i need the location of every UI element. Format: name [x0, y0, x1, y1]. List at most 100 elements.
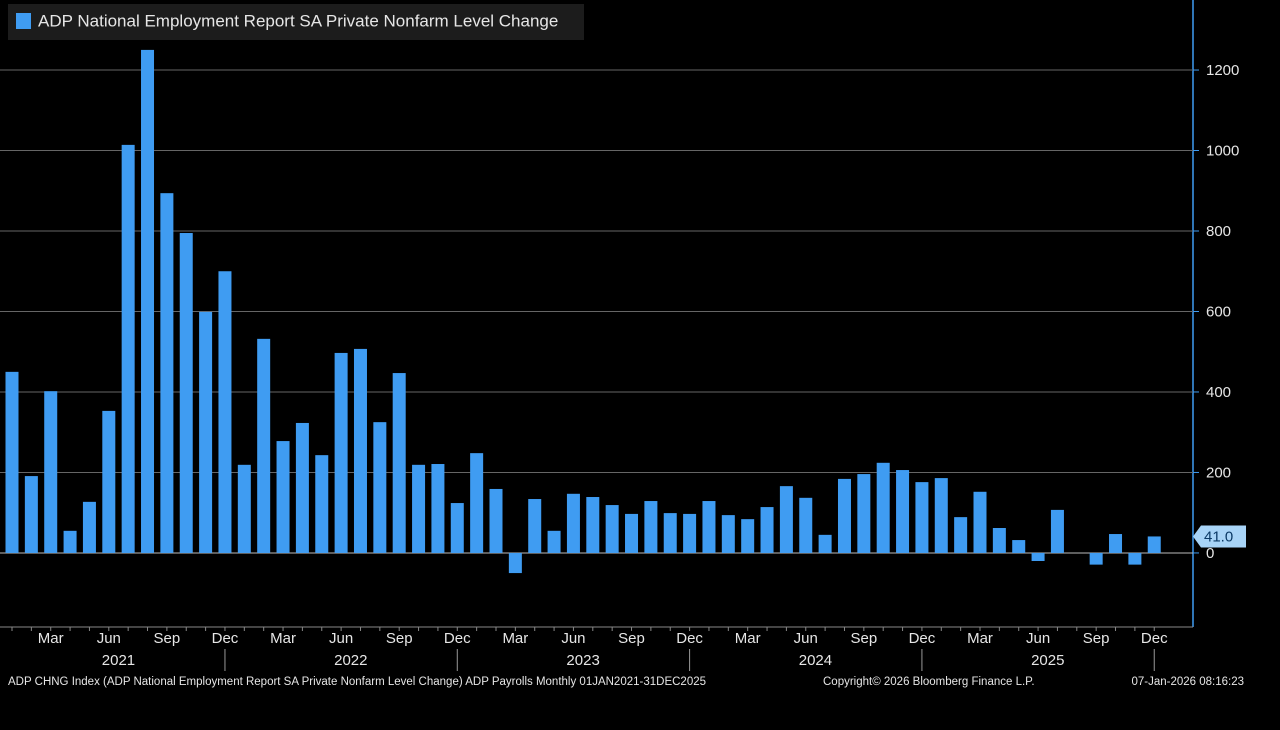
x-tick-label: Dec [909, 630, 936, 647]
bar [160, 193, 174, 553]
x-tick-label: Sep [386, 630, 413, 647]
bar [1012, 540, 1026, 553]
year-label: 2023 [566, 652, 599, 669]
x-tick-label: Mar [735, 630, 761, 647]
timestamp: 07-Jan-2026 08:16:23 [1131, 676, 1244, 688]
bar [257, 338, 271, 553]
bar [44, 391, 58, 553]
x-tick-label: Mar [270, 630, 296, 647]
bar [353, 348, 367, 553]
bar [683, 513, 697, 553]
x-tick-label: Jun [561, 630, 585, 647]
x-tick-label: Jun [97, 630, 121, 647]
bar [121, 144, 135, 553]
bar [528, 499, 542, 553]
x-tick-label: Mar [502, 630, 528, 647]
bar [973, 491, 987, 553]
bar [1089, 552, 1103, 565]
year-label: 2021 [102, 652, 135, 669]
legend-label: ADP National Employment Report SA Privat… [38, 11, 558, 30]
year-label: 2022 [334, 652, 367, 669]
bar [508, 552, 522, 574]
bar [857, 474, 871, 553]
x-tick-label: Jun [1026, 630, 1050, 647]
bar [489, 488, 503, 553]
bar [5, 371, 19, 553]
bar [586, 497, 600, 553]
y-tick-label: 0 [1206, 545, 1214, 562]
bar [392, 373, 406, 553]
bar [102, 410, 116, 553]
x-tick-label: Dec [444, 630, 471, 647]
x-tick-label: Sep [1083, 630, 1110, 647]
y-tick-label: 600 [1206, 303, 1231, 320]
bar [373, 422, 387, 553]
bar [1050, 509, 1064, 553]
bar [760, 507, 774, 553]
bar [470, 453, 484, 553]
y-tick-label: 200 [1206, 464, 1231, 481]
bar [24, 476, 38, 553]
bar [63, 530, 77, 553]
x-tick-label: Sep [618, 630, 645, 647]
bar [741, 519, 755, 553]
copyright: Copyright© 2026 Bloomberg Finance L.P. [823, 676, 1035, 688]
bar [141, 49, 155, 553]
bar [799, 497, 813, 553]
bar [992, 528, 1006, 553]
y-tick-label: 1000 [1206, 142, 1239, 159]
bar [954, 517, 968, 553]
y-tick-label: 1200 [1206, 62, 1239, 79]
bar [179, 233, 193, 553]
legend-swatch [16, 13, 31, 29]
y-tick-label: 400 [1206, 384, 1231, 401]
bar [237, 464, 251, 553]
bar [218, 271, 232, 553]
x-tick-label: Mar [38, 630, 64, 647]
value-label-box [1193, 525, 1246, 548]
bar [837, 478, 851, 553]
x-tick-label: Jun [794, 630, 818, 647]
bar [779, 486, 793, 553]
bar [566, 493, 580, 553]
bar [315, 455, 329, 553]
y-tick-label: 800 [1206, 223, 1231, 240]
bar [431, 464, 445, 553]
x-tick-label: Dec [212, 630, 239, 647]
x-tick-label: Jun [329, 630, 353, 647]
bar [1031, 552, 1045, 561]
bar [1128, 552, 1142, 565]
bar [625, 513, 639, 553]
bar [295, 422, 309, 553]
bar [82, 501, 96, 553]
bar [450, 503, 464, 553]
x-tick-label: Sep [154, 630, 181, 647]
bar [663, 513, 677, 553]
bar [412, 464, 426, 553]
bar [1109, 534, 1123, 553]
legend-box [8, 4, 584, 40]
year-label: 2025 [1031, 652, 1064, 669]
bar [896, 470, 910, 553]
bar [605, 505, 619, 553]
bar [702, 501, 716, 553]
x-tick-label: Dec [1141, 630, 1168, 647]
source: ADP CHNG Index (ADP National Employment … [8, 676, 706, 688]
x-tick-label: Dec [676, 630, 703, 647]
bar [915, 482, 929, 553]
bar [818, 534, 832, 553]
bar [1147, 536, 1161, 553]
x-tick-label: Sep [850, 630, 877, 647]
bar [721, 515, 735, 553]
x-tick-label: Mar [967, 630, 993, 647]
bar [876, 462, 890, 553]
bar [644, 501, 658, 553]
bar [547, 530, 561, 553]
bar [276, 441, 290, 553]
bar [199, 311, 213, 553]
bar [334, 352, 348, 553]
year-label: 2024 [799, 652, 832, 669]
